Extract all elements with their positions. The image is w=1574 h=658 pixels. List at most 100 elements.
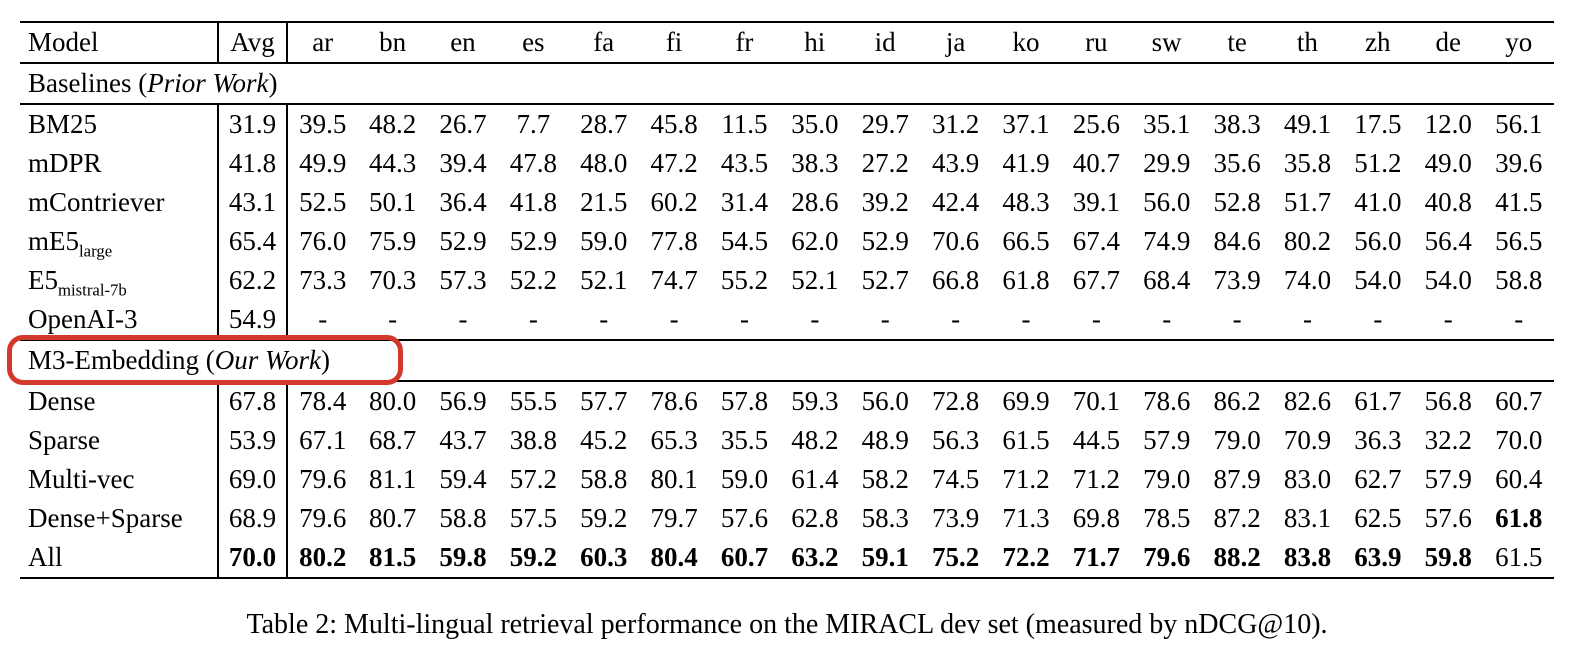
table-row: mE5large 65.4 76.0 75.9 52.9 52.9 59.0 77.8 54.5… <box>20 222 1554 261</box>
score-value: 56.1 <box>1495 109 1543 139</box>
score-value: 61.7 <box>1354 386 1402 416</box>
score-value: 17.5 <box>1354 109 1402 139</box>
column-header-de: de <box>1435 27 1461 57</box>
score-value: 47.8 <box>509 148 557 178</box>
column-header-id: id <box>874 27 896 57</box>
model-name: mE5large <box>20 222 219 261</box>
score-value: 57.6 <box>1424 503 1472 533</box>
score-value: 12.0 <box>1424 109 1472 139</box>
score-value: 81.1 <box>368 464 417 494</box>
score-value: 59.3 <box>791 386 839 416</box>
model-name: Dense <box>20 381 219 421</box>
section-header-row: M3-Embedding (Our Work) <box>7 335 1554 385</box>
score-value: 52.9 <box>861 226 909 256</box>
score-value: - <box>318 304 328 334</box>
score-value: 67.7 <box>1072 265 1120 295</box>
avg-value: 70.0 <box>218 538 288 578</box>
score-value: 56.5 <box>1495 226 1543 256</box>
avg-value: 31.9 <box>218 104 288 144</box>
score-value: 75.9 <box>368 226 417 256</box>
score-value: - <box>669 304 679 334</box>
score-value: 58.8 <box>1495 265 1543 295</box>
score-value: 51.2 <box>1354 148 1402 178</box>
score-value: 62.0 <box>791 226 839 256</box>
score-value: 42.4 <box>931 187 980 217</box>
score-value: 81.5 <box>368 542 417 572</box>
score-value: 49.1 <box>1283 109 1332 139</box>
score-value: 60.3 <box>580 542 628 572</box>
score-value: 35.1 <box>1143 109 1191 139</box>
score-value: 11.5 <box>721 109 768 139</box>
score-value: 39.4 <box>439 148 487 178</box>
score-value: 41.8 <box>509 187 557 217</box>
score-value: 29.7 <box>861 109 909 139</box>
score-value: 21.5 <box>580 187 628 217</box>
score-value: 59.4 <box>439 464 487 494</box>
score-value: 69.8 <box>1072 503 1120 533</box>
score-value: 39.6 <box>1495 148 1543 178</box>
score-value: 35.5 <box>720 425 769 455</box>
score-value: 59.8 <box>439 542 487 572</box>
score-value: 65.3 <box>650 425 698 455</box>
score-value: - <box>1373 304 1383 334</box>
score-value: 87.9 <box>1213 464 1261 494</box>
table-row: mContriever 43.1 52.5 50.1 36.4 41.8 21.5 60.2 3… <box>20 183 1554 222</box>
score-value: 43.5 <box>720 148 769 178</box>
table-caption: Table 2: Multi-lingual retrieval perform… <box>246 609 1328 640</box>
column-header-bn: bn <box>379 27 407 57</box>
score-value: 74.9 <box>1143 226 1191 256</box>
table-row: mDPR 41.8 49.9 44.3 39.4 47.8 48.0 47.2 43.5 38.3… <box>20 144 1554 183</box>
score-value: 78.6 <box>1143 386 1191 416</box>
column-header-ar: ar <box>312 27 334 57</box>
score-value: 52.1 <box>580 265 628 295</box>
score-value: 61.4 <box>791 464 839 494</box>
header-row: Model Avg ar bn en es fa fi fr hi id ja ko ru sw te th zh… <box>20 22 1554 63</box>
column-header-fr: fr <box>735 27 754 57</box>
score-value: 56.0 <box>1354 226 1402 256</box>
section-header-row: Baselines (Prior Work) <box>20 63 1554 104</box>
score-value: 57.8 <box>720 386 769 416</box>
column-header-te: te <box>1227 27 1247 57</box>
score-value: 72.8 <box>931 386 980 416</box>
score-value: - <box>810 304 820 334</box>
table-row: E5mistral-7b 62.2 73.3 70.3 57.3 52.2 52.1 74.7… <box>20 261 1554 300</box>
score-value: 32.2 <box>1424 425 1472 455</box>
score-value: 39.2 <box>861 187 909 217</box>
score-value: 59.2 <box>509 542 557 572</box>
score-value: 41.5 <box>1495 187 1543 217</box>
score-value: 60.7 <box>1495 386 1543 416</box>
score-value: 56.9 <box>439 386 487 416</box>
score-value: 44.5 <box>1072 425 1120 455</box>
column-header-fa: fa <box>593 27 615 57</box>
column-header-es: es <box>522 27 545 57</box>
score-value: 58.8 <box>580 464 628 494</box>
score-value: 87.2 <box>1213 503 1261 533</box>
column-header-hi: hi <box>804 27 826 57</box>
column-header-fi: fi <box>665 27 683 57</box>
score-value: - <box>458 304 468 334</box>
score-value: 79.6 <box>299 464 347 494</box>
score-value: 45.8 <box>650 109 698 139</box>
score-value: - <box>951 304 961 334</box>
score-value: 48.2 <box>368 109 417 139</box>
score-value: 57.3 <box>439 265 487 295</box>
score-value: - <box>528 304 538 334</box>
score-value: 48.2 <box>791 425 839 455</box>
table-row: Dense 67.8 78.4 80.0 56.9 55.5 57.7 78.6 57.8 59.… <box>20 381 1554 421</box>
score-value: 36.4 <box>439 187 487 217</box>
column-header-ja: ja <box>945 27 966 57</box>
score-value: 48.3 <box>1002 187 1050 217</box>
score-value: 59.0 <box>720 464 769 494</box>
score-value: 58.2 <box>861 464 909 494</box>
score-value: 56.0 <box>861 386 909 416</box>
score-value: 70.1 <box>1072 386 1120 416</box>
score-value: 59.8 <box>1424 542 1472 572</box>
score-value: 26.7 <box>439 109 487 139</box>
score-value: 67.4 <box>1072 226 1120 256</box>
score-value: 71.7 <box>1072 542 1120 572</box>
score-value: 61.5 <box>1495 542 1543 572</box>
table-row: All 70.0 80.2 81.5 59.8 59.2 60.3 80.4 60.7 63.2 5… <box>20 538 1554 578</box>
score-value: - <box>739 304 749 334</box>
avg-value: 53.9 <box>218 421 288 460</box>
column-header-ko: ko <box>1012 27 1040 57</box>
